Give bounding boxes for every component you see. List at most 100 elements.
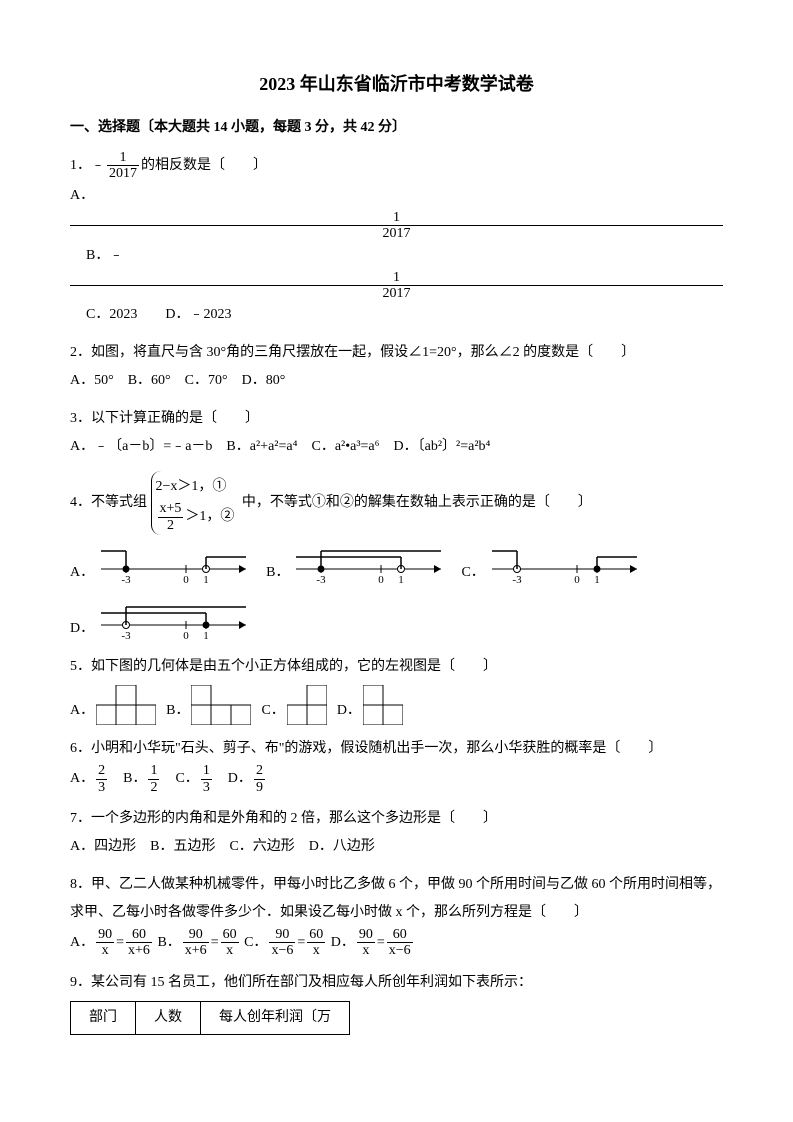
table-cell: 每人创年利润〔万: [201, 1001, 350, 1034]
q4-opt-a: A． -3 0 1: [70, 539, 256, 587]
q2-options: A．50° B．60° C．70° D．80°: [70, 367, 723, 395]
q4-options: A． -3 0 1 B．: [70, 539, 723, 643]
opt-d-frac: 29: [254, 763, 265, 795]
frac-num: 90: [357, 927, 375, 943]
q5-options: A． B． C． D．: [70, 685, 723, 725]
q7-stem: 7．一个多边形的内角和是外角和的 2 倍，那么这个多边形是〔 〕: [70, 805, 723, 833]
frac: 60x−6: [387, 927, 413, 959]
frac: 60x+6: [126, 927, 152, 959]
brace-icon: 2−x＞1，① x+52＞1，②: [151, 471, 239, 535]
opt-a-label: A．: [70, 188, 94, 203]
numberline-d-icon: -3 0 1: [96, 595, 256, 643]
frac-num: 1: [107, 150, 139, 166]
ineq-1: 2−x＞1，①: [156, 473, 235, 501]
frac-den: x−6: [269, 943, 295, 958]
frac: 90x+6: [183, 927, 209, 959]
view-c-icon: [287, 685, 327, 725]
opt-c-label: C．: [261, 697, 284, 725]
frac-num: 2: [254, 763, 265, 779]
frac-den: 2017: [107, 166, 139, 181]
frac: 90x: [96, 927, 114, 959]
question-3: 3．以下计算正确的是〔 〕 A．﹣〔a－b〕=﹣a－b B．a²+a²=a⁴ C…: [70, 405, 723, 461]
q1-stem-b: 的相反数是〔 〕: [141, 158, 267, 173]
q3-options: A．﹣〔a－b〕=﹣a－b B．a²+a²=a⁴ C．a²•a³=a⁶ D．〔a…: [70, 433, 723, 461]
opt-d-label: D．: [331, 935, 355, 950]
opt-a-frac: 23: [96, 763, 107, 795]
frac-num: x+5: [158, 501, 184, 517]
frac-num: 1: [70, 210, 723, 226]
question-4: 4．不等式组 2−x＞1，① x+52＞1，② 中，不等式①和②的解集在数轴上表…: [70, 471, 723, 643]
frac-num: 60: [126, 927, 152, 943]
q5-opt-d: D．: [337, 685, 403, 725]
svg-text:-3: -3: [512, 574, 522, 586]
q2-stem: 2．如图，将直尺与含 30°角的三角尺摆放在一起，假设∠1=20°，那么∠2 的…: [70, 339, 723, 367]
eq: =: [116, 935, 124, 950]
table-cell: 人数: [136, 1001, 201, 1034]
q9-stem: 9．某公司有 15 名员工，他们所在部门及相应每人所创年利润如下表所示：: [70, 969, 723, 997]
opt-cd: C．2023 D．﹣2023: [72, 307, 231, 322]
eq: =: [377, 935, 385, 950]
opt-a-label: A．: [70, 697, 94, 725]
svg-text:0: 0: [379, 574, 385, 586]
svg-text:0: 0: [574, 574, 580, 586]
question-7: 7．一个多边形的内角和是外角和的 2 倍，那么这个多边形是〔 〕 A．四边形 B…: [70, 805, 723, 861]
frac-den: x+6: [126, 943, 152, 958]
opt-b-label: B．: [166, 697, 189, 725]
frac-den: x+6: [183, 943, 209, 958]
opt-d-label: D．: [70, 615, 94, 643]
frac: 60x: [221, 927, 239, 959]
opt-d-label: D．: [337, 697, 361, 725]
frac-den: 3: [96, 780, 107, 795]
q8-options: A．90x=60x+6 B．90x+6=60x C．90x−6=60x D．90…: [70, 927, 723, 959]
q4-opt-c: C． -3 0 1: [461, 539, 646, 587]
opt-b-frac: 12017: [70, 270, 723, 302]
opt-c-label: C．: [161, 771, 198, 786]
svg-text:-3: -3: [122, 574, 132, 586]
frac-den: 9: [254, 780, 265, 795]
section-1-heading: 一、选择题〔本大题共 14 小题，每题 3 分，共 42 分〕: [70, 116, 723, 136]
opt-a-frac: 12017: [70, 210, 723, 242]
frac-den: x−6: [387, 943, 413, 958]
frac-num: 60: [387, 927, 413, 943]
frac-den: 2: [158, 518, 184, 533]
ineq2-tail: ＞1，②: [185, 509, 234, 524]
frac-num: 1: [201, 763, 212, 779]
opt-c-label: C．: [244, 935, 267, 950]
q8-stem: 8．甲、乙二人做某种机械零件，甲每小时比乙多做 6 个，甲做 90 个所用时间与…: [70, 871, 723, 927]
opt-c-frac: 13: [201, 763, 212, 795]
q3-stem: 3．以下计算正确的是〔 〕: [70, 405, 723, 433]
frac-num: 1: [148, 763, 159, 779]
q1-frac: 12017: [107, 150, 139, 182]
opt-a-label: A．: [70, 771, 94, 786]
frac-num: 90: [269, 927, 295, 943]
ineq2-frac: x+52: [158, 501, 184, 533]
q1-stem-a: 1．﹣: [70, 158, 105, 173]
table-cell: 部门: [71, 1001, 136, 1034]
opt-b-frac: 12: [148, 763, 159, 795]
frac-den: 2017: [70, 226, 723, 241]
view-b-icon: [191, 685, 251, 725]
frac-den: x: [357, 943, 375, 958]
frac-num: 60: [221, 927, 239, 943]
frac-num: 2: [96, 763, 107, 779]
opt-b-label: B．: [266, 559, 289, 587]
q5-opt-a: A．: [70, 685, 156, 725]
q7-options: A．四边形 B．五边形 C．六边形 D．八边形: [70, 833, 723, 861]
opt-b-label: B．: [109, 771, 146, 786]
frac-num: 90: [96, 927, 114, 943]
q6-stem: 6．小明和小华玩"石头、剪子、布"的游戏，假设随机出手一次，那么小华获胜的概率是…: [70, 735, 723, 763]
frac-den: x: [96, 943, 114, 958]
frac-den: x: [307, 943, 325, 958]
q1-options: A．12017 B．﹣12017 C．2023 D．﹣2023: [70, 182, 723, 330]
numberline-a-icon: -3 0 1: [96, 539, 256, 587]
opt-b-label: B．: [157, 935, 180, 950]
q6-options: A．23 B．12 C．13 D．29: [70, 763, 723, 795]
numberline-c-icon: -3 0 1: [487, 539, 647, 587]
frac-den: 3: [201, 780, 212, 795]
q5-opt-b: B．: [166, 685, 251, 725]
q4-opt-d: D． -3 0 1: [70, 595, 256, 643]
view-a-icon: [96, 685, 156, 725]
numberline-b-icon: -3 0 1: [291, 539, 451, 587]
svg-text:1: 1: [203, 574, 209, 586]
svg-text:1: 1: [399, 574, 405, 586]
